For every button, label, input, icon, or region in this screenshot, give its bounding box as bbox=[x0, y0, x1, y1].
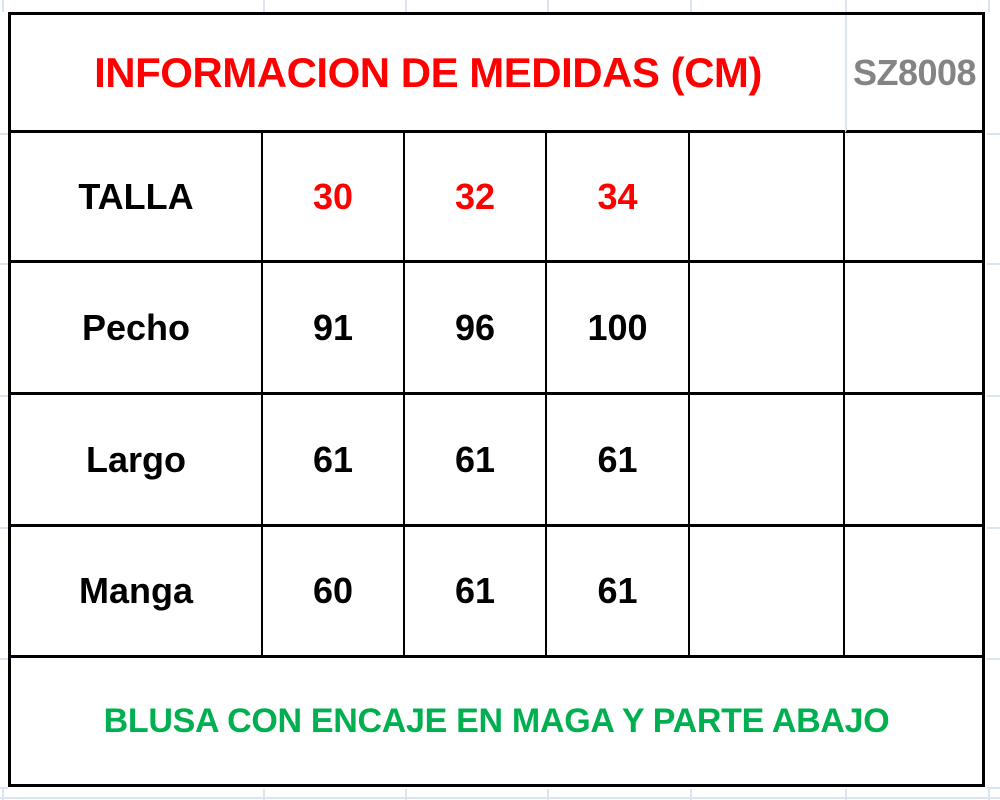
gridline-stub bbox=[2, 0, 4, 12]
size-cell-empty bbox=[690, 133, 845, 263]
gridline-stub bbox=[0, 797, 1000, 799]
row-label-manga: Manga bbox=[11, 527, 263, 658]
gridline-stub bbox=[987, 787, 1000, 789]
gridline-stub bbox=[0, 395, 8, 397]
product-note: BLUSA CON ENCAJE EN MAGA Y PARTE ABAJO bbox=[103, 701, 890, 740]
gridline-stub bbox=[0, 658, 8, 660]
table-title: INFORMACION DE MEDIDAS (CM) bbox=[11, 15, 845, 133]
measure-cell: 91 bbox=[263, 263, 405, 395]
gridline-stub bbox=[690, 0, 692, 12]
gridline-stub bbox=[405, 0, 407, 12]
row-label-talla: TALLA bbox=[11, 133, 263, 263]
gridline-stub bbox=[0, 527, 8, 529]
measure-cell: 61 bbox=[405, 527, 547, 658]
gridline-stub bbox=[845, 789, 847, 800]
measure-cell-empty bbox=[690, 527, 845, 658]
size-cell: 32 bbox=[405, 133, 547, 263]
gridline-stub bbox=[845, 0, 847, 12]
measure-cell-empty bbox=[845, 395, 982, 527]
gridline-stub bbox=[2, 789, 4, 800]
gridline-stub bbox=[263, 0, 265, 12]
row-label-pecho: Pecho bbox=[11, 263, 263, 395]
gridline-stub bbox=[987, 263, 1000, 265]
measure-cell-empty bbox=[845, 263, 982, 395]
measure-cell: 96 bbox=[405, 263, 547, 395]
measure-cell: 60 bbox=[263, 527, 405, 658]
gridline-stub bbox=[405, 789, 407, 800]
gridline-stub bbox=[690, 789, 692, 800]
measure-cell: 61 bbox=[405, 395, 547, 527]
measure-cell: 61 bbox=[263, 395, 405, 527]
gridline-stub bbox=[0, 263, 8, 265]
size-cell: 30 bbox=[263, 133, 405, 263]
measure-cell-empty bbox=[845, 527, 982, 658]
gridline-stub bbox=[0, 787, 8, 789]
measure-cell: 61 bbox=[547, 395, 690, 527]
size-cell: 34 bbox=[547, 133, 690, 263]
measure-cell: 61 bbox=[547, 527, 690, 658]
row-label-largo: Largo bbox=[11, 395, 263, 527]
gridline-stub bbox=[988, 789, 990, 800]
gridline-stub bbox=[987, 395, 1000, 397]
size-table: INFORMACION DE MEDIDAS (CM) SZ8008 TALLA… bbox=[8, 12, 985, 787]
gridline-stub bbox=[987, 133, 1000, 135]
measure-cell: 100 bbox=[547, 263, 690, 395]
gridline-stub bbox=[987, 527, 1000, 529]
gridline-stub bbox=[547, 0, 549, 12]
gridline-stub bbox=[263, 789, 265, 800]
measure-cell-empty bbox=[690, 395, 845, 527]
gridline-stub bbox=[0, 133, 8, 135]
size-cell-empty bbox=[845, 133, 982, 263]
gridline-stub bbox=[987, 658, 1000, 660]
measure-cell-empty bbox=[690, 263, 845, 395]
product-code: SZ8008 bbox=[845, 15, 982, 133]
gridline-stub bbox=[547, 789, 549, 800]
gridline-stub bbox=[988, 0, 990, 12]
